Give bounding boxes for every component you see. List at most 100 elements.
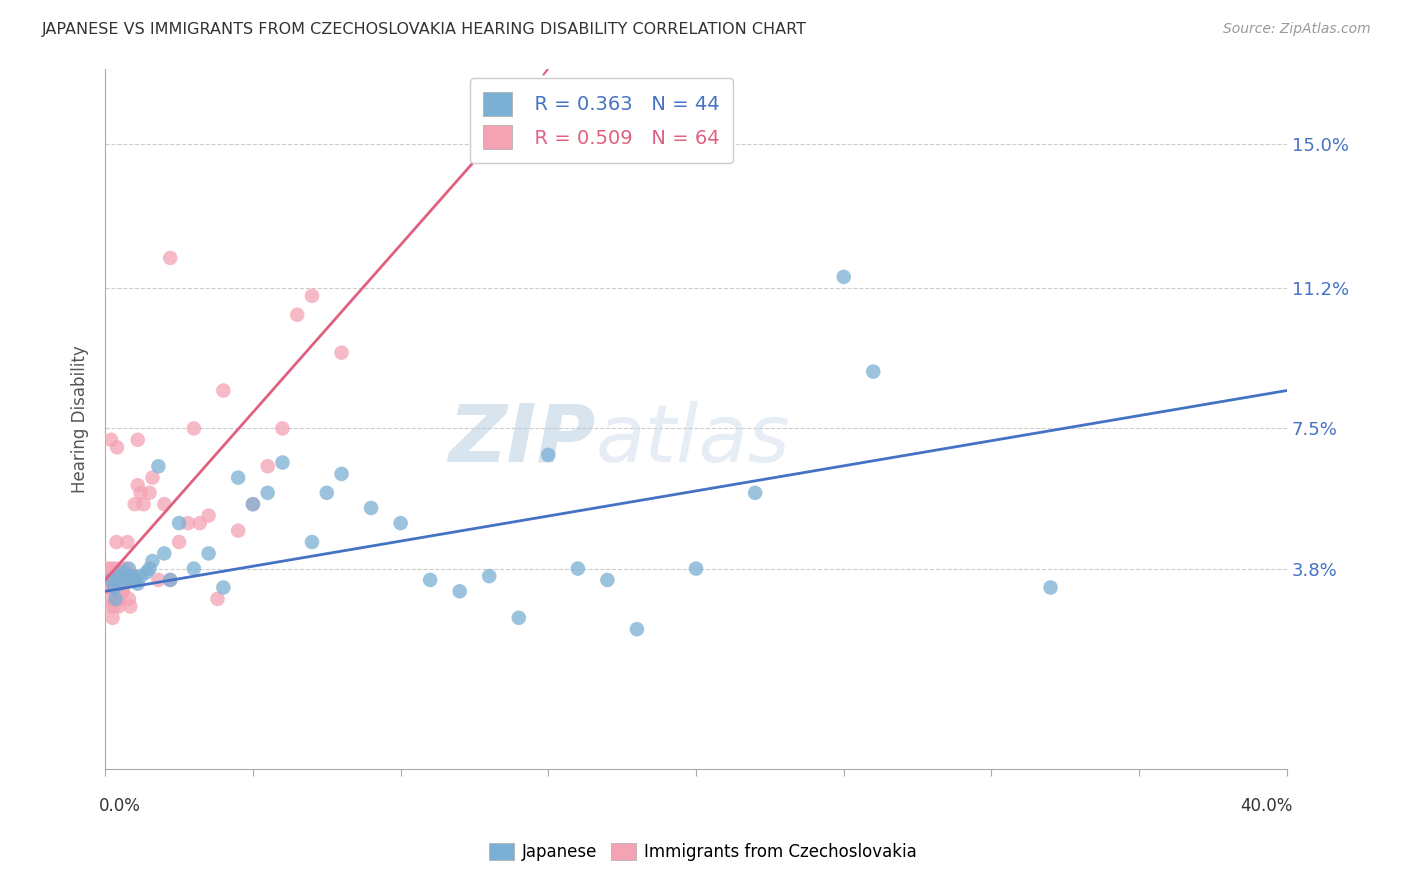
Y-axis label: Hearing Disability: Hearing Disability (72, 345, 89, 492)
Point (111, 584, 134, 599)
Point (862, 365, 884, 379)
Point (1039, 581, 1062, 595)
Point (148, 573, 170, 587)
Point (226, 470, 249, 484)
Point (111, 569, 134, 583)
Point (242, 497, 264, 511)
Point (105, 569, 128, 583)
Point (100, 591, 122, 606)
Point (183, 421, 205, 435)
Point (271, 421, 294, 435)
Point (129, 569, 152, 583)
Point (122, 569, 145, 583)
Point (537, 448, 560, 462)
Point (129, 485, 152, 500)
Point (105, 591, 128, 606)
Point (138, 561, 160, 575)
Point (101, 569, 124, 583)
Point (271, 455, 294, 469)
Point (100, 573, 122, 587)
Point (330, 467, 353, 481)
Point (626, 622, 648, 636)
Text: JAPANESE VS IMMIGRANTS FROM CZECHOSLOVAKIA HEARING DISABILITY CORRELATION CHART: JAPANESE VS IMMIGRANTS FROM CZECHOSLOVAK… (42, 22, 807, 37)
Point (124, 497, 146, 511)
Point (315, 485, 337, 500)
Point (124, 573, 146, 587)
Point (148, 459, 170, 474)
Point (132, 497, 155, 511)
Point (118, 573, 141, 587)
Point (108, 569, 131, 583)
Point (115, 573, 138, 587)
Point (110, 576, 132, 591)
Point (111, 566, 134, 580)
Point (159, 573, 181, 587)
Point (107, 599, 129, 614)
Point (103, 584, 125, 599)
Point (118, 591, 141, 606)
Point (744, 485, 766, 500)
Point (419, 573, 441, 587)
Point (685, 561, 707, 575)
Point (242, 497, 264, 511)
Point (508, 611, 530, 625)
Point (97, 569, 120, 583)
Point (103, 599, 125, 614)
Point (110, 561, 132, 575)
Point (101, 611, 124, 625)
Point (108, 591, 131, 606)
Point (112, 573, 135, 587)
Point (188, 516, 211, 530)
Point (153, 546, 176, 560)
Point (301, 535, 323, 549)
Point (212, 384, 235, 398)
Point (98, 599, 121, 614)
Point (97, 576, 120, 591)
Point (478, 569, 501, 583)
Point (105, 441, 128, 455)
Point (212, 581, 235, 595)
Point (197, 508, 219, 523)
Point (360, 500, 382, 515)
Point (141, 554, 163, 568)
Point (115, 561, 138, 575)
Point (138, 485, 160, 500)
Point (141, 470, 163, 484)
Point (226, 524, 249, 538)
Text: 40.0%: 40.0% (1240, 797, 1292, 815)
Point (120, 599, 142, 614)
Point (159, 573, 181, 587)
Point (97, 561, 120, 575)
Point (285, 308, 308, 322)
Point (96, 573, 118, 587)
Point (100, 433, 122, 447)
Point (183, 561, 205, 575)
Point (111, 584, 134, 599)
Text: Source: ZipAtlas.com: Source: ZipAtlas.com (1223, 22, 1371, 37)
Point (121, 573, 143, 587)
Point (167, 535, 190, 549)
Point (124, 573, 146, 587)
Point (207, 591, 229, 606)
Point (104, 591, 127, 606)
Point (108, 576, 131, 591)
Point (167, 516, 190, 530)
Point (567, 561, 589, 575)
Point (103, 581, 125, 595)
Point (153, 497, 176, 511)
Point (118, 561, 141, 575)
Point (108, 573, 131, 587)
Point (127, 433, 149, 447)
Point (100, 573, 122, 587)
Legend: Japanese, Immigrants from Czechoslovakia: Japanese, Immigrants from Czechoslovakia (482, 836, 924, 868)
Legend:   R = 0.363   N = 44,   R = 0.509   N = 64: R = 0.363 N = 44, R = 0.509 N = 64 (470, 78, 734, 162)
Point (127, 478, 149, 492)
Point (330, 345, 353, 359)
Point (449, 584, 471, 599)
Point (104, 573, 127, 587)
Point (197, 546, 219, 560)
Point (256, 485, 278, 500)
Point (117, 535, 139, 549)
Point (389, 516, 412, 530)
Point (104, 561, 127, 575)
